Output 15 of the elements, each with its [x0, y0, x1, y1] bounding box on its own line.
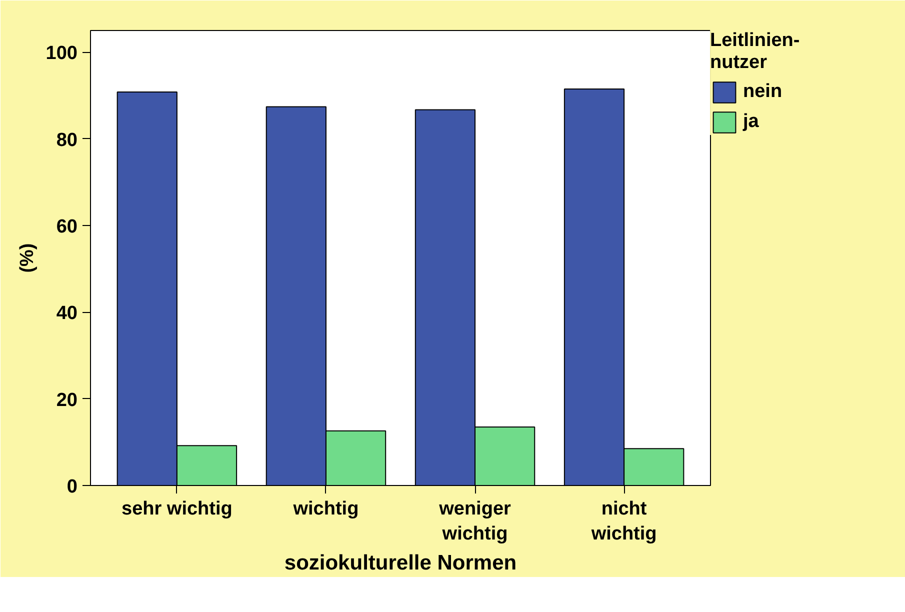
- y-tick-label: 20: [56, 390, 78, 411]
- x-axis-title: soziokulturelle Normen: [284, 552, 517, 575]
- y-tick-label: 60: [56, 216, 78, 238]
- legend-label: nein: [743, 81, 782, 103]
- x-tick-label: sehr wichtig: [122, 498, 232, 520]
- x-tick-label: wichtig: [292, 498, 359, 520]
- y-tick-label: 80: [56, 130, 78, 151]
- x-tick-label: nicht wichtig: [590, 498, 657, 545]
- x-tick-label: weniger wichtig: [438, 498, 512, 545]
- legend-label: ja: [743, 111, 760, 133]
- y-tick-label: 100: [46, 43, 78, 64]
- y-tick-label: 0: [66, 476, 78, 498]
- legend-title: Leitlinien- nutzer: [710, 30, 800, 74]
- y-tick-label: 40: [56, 303, 78, 324]
- y-axis-title: (%): [16, 243, 38, 273]
